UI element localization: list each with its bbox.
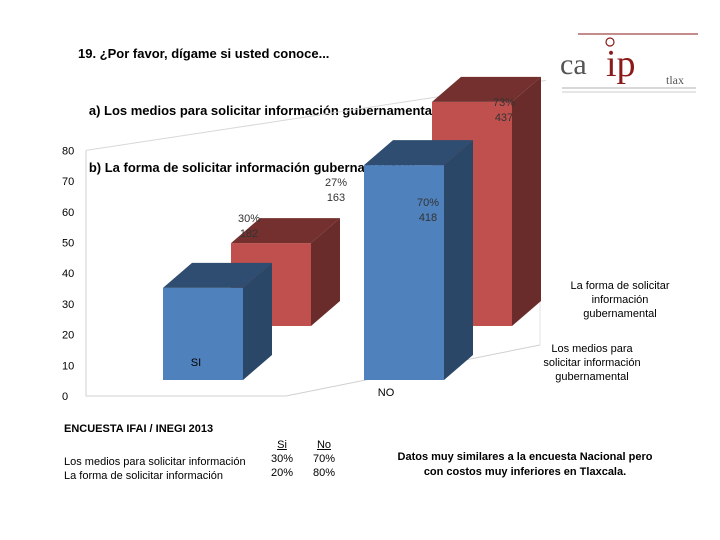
col-si-header: Si [277,439,287,451]
title-line-1: 19. ¿Por favor, dígame si usted conoce..… [78,46,330,61]
bar-top-face [163,262,272,288]
row-label-forma: La forma de solicitar información [64,470,223,482]
title-line-2: a) Los medios para solicitar información… [78,103,444,118]
data-label: 73% [493,97,515,109]
col-si: Si 30% 20% [262,438,302,480]
series-label: Los medios para [551,343,633,355]
y-tick-label: 40 [62,268,74,280]
category-label-no: NO [378,387,395,399]
survey-block: ENCUESTA IFAI / INEGI 2013 Los medios pa… [64,423,246,483]
series-label: gubernamental [583,308,656,320]
category-label-si: SI [191,357,201,369]
y-tick-label: 50 [62,238,74,250]
logo-dot-icon [605,37,615,47]
bar-side-face [512,76,541,326]
note-line-2: con costos muy inferiores en Tlaxcala. [423,466,627,478]
series-label: La forma de solicitar [570,280,669,292]
bar-top-face [432,76,541,102]
data-label: 437 [495,112,513,124]
logo-ca: ca [560,48,587,81]
y-tick-label: 0 [62,391,68,403]
survey-label: ENCUESTA IFAI / INEGI 2013 [64,423,214,435]
series-label: solicitar información [543,357,640,369]
logo-tlax: tlax [666,73,684,87]
y-tick-label: 20 [62,330,74,342]
slide-title: 19. ¿Por favor, dígame si usted conoce..… [78,6,444,196]
data-label: 182 [240,228,258,240]
y-tick-label: 70 [62,176,74,188]
data-label: 30% [238,213,260,225]
row-label-medios: Los medios para solicitar información [64,456,246,468]
col-no-header: No [316,439,332,451]
bar-side-face [311,218,340,326]
col-si-value-2: 20% [270,467,294,479]
bar-medios-no [364,165,444,380]
comparison-note: Datos muy similares a la encuesta Nacion… [380,450,670,480]
data-label: 418 [419,212,437,224]
bar-top-face [364,140,473,166]
data-label: 27% [325,177,347,189]
y-tick-label: 80 [62,145,74,157]
data-label: 70% [417,197,439,209]
col-no-value-1: 70% [312,453,336,465]
logo-ip: ip [606,43,636,85]
bar-top-face [231,218,340,244]
bar-medios-si [163,287,243,380]
col-no: No 70% 80% [304,438,344,480]
col-si-value-1: 30% [270,453,294,465]
bar-side-face [243,262,272,380]
data-label: 163 [327,192,345,204]
y-tick-label: 10 [62,360,74,372]
note-line-1: Datos muy similares a la encuesta Nacion… [397,451,653,463]
series-label: información [592,294,649,306]
y-tick-label: 60 [62,207,74,219]
series-label: gubernamental [555,371,628,383]
bar-side-face [444,140,473,380]
col-no-value-2: 80% [312,467,336,479]
chart-front-edge [85,150,286,397]
y-tick-label: 30 [62,299,74,311]
bar-chart: 0 10 20 30 40 50 60 70 80 30% 182 27% 163 70% 418 73% 43… [62,76,670,403]
caip-logo: ca ip tlax [560,33,698,93]
